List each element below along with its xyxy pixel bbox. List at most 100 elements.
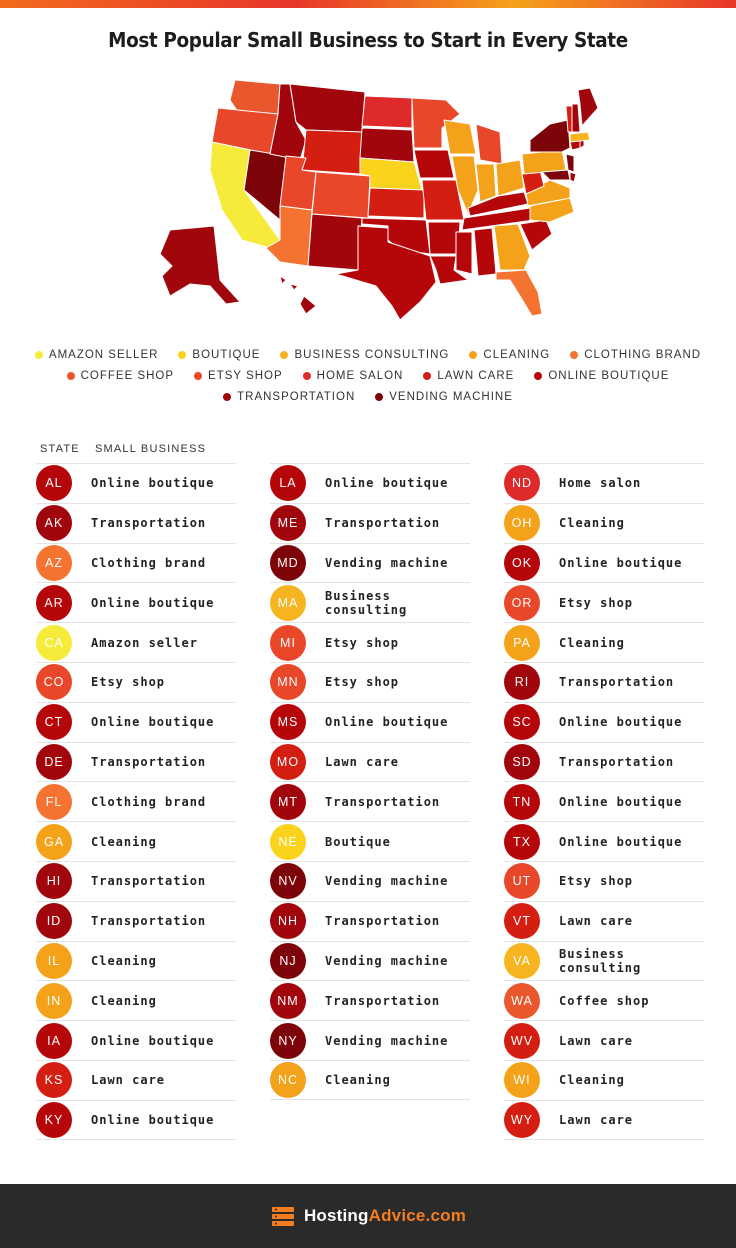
legend-label: Transportation xyxy=(237,390,356,403)
state-badge: ME xyxy=(270,505,306,542)
state-badge: CO xyxy=(36,664,72,701)
business-name: Online boutique xyxy=(559,794,683,809)
state-badge: OR xyxy=(504,584,540,621)
table-row: CT Online boutique xyxy=(36,701,236,742)
table-row: SC Online boutique xyxy=(504,701,704,742)
business-name: Vending machine xyxy=(325,1033,449,1048)
table-row: NC Cleaning xyxy=(270,1059,470,1100)
state-badge: NY xyxy=(270,1022,306,1059)
state-badge: MT xyxy=(270,783,306,820)
business-name: Online boutique xyxy=(325,476,449,491)
table-row: IA Online boutique xyxy=(36,1020,236,1060)
table-row: WV Lawn care xyxy=(504,1020,704,1060)
state-badge: OK xyxy=(504,544,540,581)
table-row: ID Transportation xyxy=(36,900,236,941)
state-badge: NC xyxy=(270,1061,306,1098)
business-name: Home salon xyxy=(559,476,642,491)
business-name: Transportation xyxy=(91,516,207,531)
business-name: Coffee shop xyxy=(559,993,650,1008)
table-row: NY Vending machine xyxy=(270,1020,470,1060)
business-name: Etsy shop xyxy=(325,675,400,690)
legend-dot-icon xyxy=(178,350,187,359)
state-badge: MI xyxy=(270,624,306,661)
business-name: Cleaning xyxy=(91,834,157,849)
legend-row: Coffee shop Etsy shop Home salon Lawn care O… xyxy=(20,365,716,386)
state-badge: CA xyxy=(36,624,72,661)
table-row: MS Online boutique xyxy=(270,701,470,742)
table-row: VT Lawn care xyxy=(504,900,704,941)
state-sc xyxy=(519,219,553,251)
state-badge: NV xyxy=(270,863,306,900)
table-row: ME Transportation xyxy=(270,502,470,543)
table-row: FL Clothing brand xyxy=(36,781,236,821)
state-badge: SD xyxy=(504,743,540,780)
table-row: IN Cleaning xyxy=(36,980,236,1020)
state-ms xyxy=(455,231,473,275)
business-name: Online boutique xyxy=(91,715,215,730)
table-row: IL Cleaning xyxy=(36,940,236,981)
table-row: VA Business consulting xyxy=(504,940,704,981)
legend-label: Etsy shop xyxy=(208,369,283,382)
state-badge: ND xyxy=(504,465,540,502)
server-stack-icon xyxy=(271,1207,294,1226)
legend-item: Business consulting xyxy=(280,349,449,361)
table-row: MA Business consulting xyxy=(270,582,470,622)
state-badge: IA xyxy=(36,1022,72,1059)
state-nd xyxy=(361,95,413,129)
brand-accent: Advice.com xyxy=(368,1206,467,1225)
business-name: Etsy shop xyxy=(91,675,166,690)
footer: HostingAdvice.com xyxy=(0,1184,736,1248)
table-row: OH Cleaning xyxy=(504,502,704,543)
state-badge: HI xyxy=(36,863,72,900)
table-row: MN Etsy shop xyxy=(270,661,470,702)
state-badge: LA xyxy=(270,465,306,502)
brand-logo-text[interactable]: HostingAdvice.com xyxy=(304,1206,466,1226)
page-title: Most Popular Small Business to Start in … xyxy=(108,28,628,52)
business-name: Transportation xyxy=(325,516,441,531)
table-row: NV Vending machine xyxy=(270,860,470,901)
us-choropleth-map xyxy=(159,79,599,321)
table-row: OK Online boutique xyxy=(504,542,704,583)
state-co xyxy=(311,171,371,219)
state-badge: WV xyxy=(504,1022,540,1059)
state-oh xyxy=(495,159,525,197)
legend-item: Lawn care xyxy=(423,370,514,382)
table-row: KY Online boutique xyxy=(36,1099,236,1140)
state-badge: SC xyxy=(504,704,540,741)
state-tx xyxy=(335,225,437,321)
state-badge: KS xyxy=(36,1062,72,1099)
legend-dot-icon xyxy=(302,371,311,380)
legend-item: Etsy shop xyxy=(194,370,283,382)
business-name: Cleaning xyxy=(91,993,157,1008)
legend-label: Lawn care xyxy=(437,369,515,382)
legend-dot-icon xyxy=(423,371,432,380)
brand-main: Hosting xyxy=(303,1206,369,1225)
table-row: NH Transportation xyxy=(270,900,470,941)
legend-row: Transportation Vending machine xyxy=(20,386,716,407)
state-ak xyxy=(159,225,241,305)
legend-label: Amazon seller xyxy=(48,348,159,361)
state-badge: AL xyxy=(36,465,72,502)
business-name: Vending machine xyxy=(325,953,449,968)
table-row: LA Online boutique xyxy=(270,463,470,503)
table-row: ND Home salon xyxy=(504,463,704,503)
legend-label: Vending machine xyxy=(389,390,513,403)
state-badge: UT xyxy=(504,863,540,900)
business-name: Business consulting xyxy=(325,588,408,617)
state-mi xyxy=(475,123,503,165)
state-al xyxy=(473,227,497,277)
legend-item: Amazon seller xyxy=(34,348,159,361)
legend-row: Amazon seller Boutique Business consulting… xyxy=(20,344,716,365)
business-name: Cleaning xyxy=(559,516,625,531)
state-badge: NM xyxy=(270,982,306,1019)
legend-dot-icon xyxy=(194,371,203,380)
legend-dot-icon xyxy=(375,392,384,401)
table-row: DE Transportation xyxy=(36,741,236,782)
state-sd xyxy=(359,127,415,163)
table-row: NJ Vending machine xyxy=(270,940,470,981)
business-name: Cleaning xyxy=(91,953,157,968)
table-row: PA Cleaning xyxy=(504,622,704,662)
business-name: Etsy shop xyxy=(325,635,400,650)
table-row: GA Cleaning xyxy=(36,821,236,861)
state-badge: AZ xyxy=(36,544,72,581)
